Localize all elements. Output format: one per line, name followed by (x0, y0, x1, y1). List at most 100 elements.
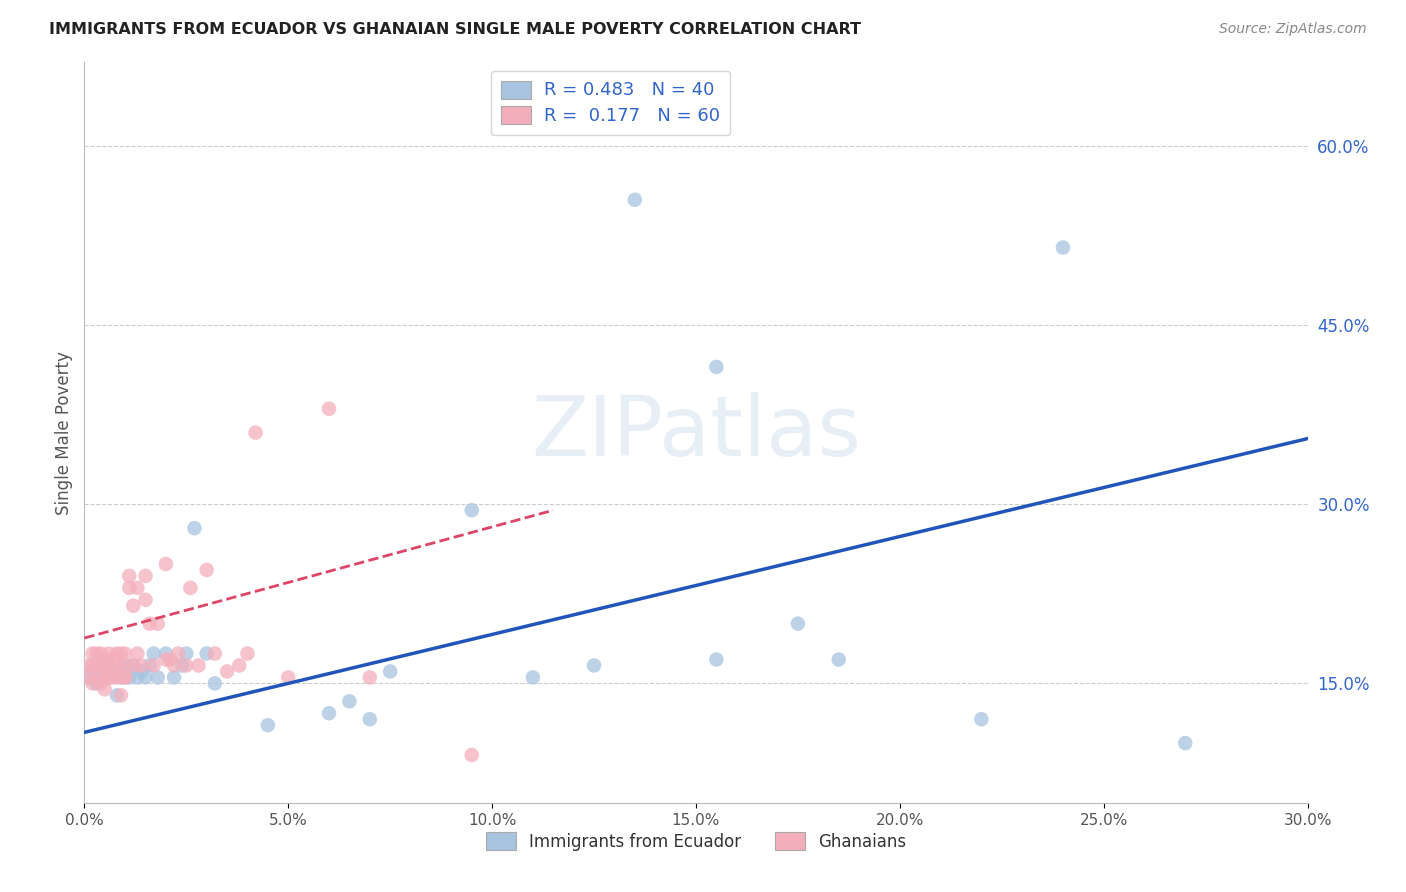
Point (135, 670, 157, 684)
Point (163, 658, 186, 673)
Point (236, 647, 259, 661)
Point (142, 647, 165, 661)
Point (127, 581, 149, 595)
Point (135, 592, 157, 607)
Point (105, 670, 128, 684)
Point (105, 647, 128, 661)
Point (257, 718, 280, 732)
Point (183, 521, 205, 535)
Point (122, 658, 145, 673)
Point (127, 647, 149, 661)
Point (172, 658, 194, 673)
Point (86, 670, 108, 684)
Point (174, 658, 197, 673)
Point (787, 616, 810, 631)
Point (82, 658, 104, 673)
Point (110, 670, 132, 684)
Point (118, 581, 141, 595)
Point (187, 658, 209, 673)
Point (195, 647, 218, 661)
Point (118, 569, 141, 583)
Point (93, 658, 115, 673)
Point (105, 689, 128, 703)
Point (93, 652, 115, 666)
Point (970, 712, 993, 726)
Point (127, 670, 149, 684)
Point (155, 652, 177, 666)
Point (82, 676, 104, 690)
Point (146, 616, 169, 631)
Point (163, 670, 186, 684)
Point (101, 652, 124, 666)
Point (114, 670, 136, 684)
Point (90, 676, 112, 690)
Point (77, 658, 100, 673)
Point (110, 689, 132, 703)
Point (217, 665, 239, 679)
Point (522, 670, 544, 684)
Point (318, 706, 340, 721)
Point (828, 652, 851, 666)
Point (105, 658, 128, 673)
Point (461, 503, 484, 517)
Point (114, 670, 136, 684)
Legend: Immigrants from Ecuador, Ghanaians: Immigrants from Ecuador, Ghanaians (479, 825, 912, 857)
Point (706, 652, 728, 666)
Point (90, 670, 112, 684)
Point (77, 670, 100, 684)
Point (155, 647, 177, 661)
Point (86, 647, 108, 661)
Point (179, 581, 201, 595)
Point (1174, 736, 1197, 750)
Point (245, 425, 267, 440)
Point (138, 616, 160, 631)
Point (101, 665, 124, 679)
Point (82, 665, 104, 679)
Point (114, 658, 136, 673)
Point (93, 670, 115, 684)
Point (204, 676, 226, 690)
Point (380, 665, 402, 679)
Point (706, 359, 728, 374)
Point (122, 599, 145, 613)
Point (122, 658, 145, 673)
Point (90, 647, 112, 661)
Point (93, 670, 115, 684)
Y-axis label: Single Male Poverty: Single Male Poverty (55, 351, 73, 515)
Point (90, 658, 112, 673)
Point (461, 747, 484, 762)
Point (155, 557, 177, 571)
Point (82, 647, 104, 661)
Point (90, 658, 112, 673)
Point (204, 647, 226, 661)
Point (174, 647, 197, 661)
Point (114, 647, 136, 661)
Point (114, 658, 136, 673)
Point (97, 647, 120, 661)
Point (135, 569, 157, 583)
Text: Source: ZipAtlas.com: Source: ZipAtlas.com (1219, 22, 1367, 37)
Point (195, 563, 218, 577)
Point (118, 670, 141, 684)
Point (228, 658, 250, 673)
Point (159, 652, 181, 666)
Point (97, 670, 120, 684)
Point (339, 694, 361, 708)
Point (1052, 240, 1074, 254)
Point (583, 658, 606, 673)
Point (101, 670, 124, 684)
Point (167, 647, 190, 661)
Point (624, 193, 647, 207)
Text: IMMIGRANTS FROM ECUADOR VS GHANAIAN SINGLE MALE POVERTY CORRELATION CHART: IMMIGRANTS FROM ECUADOR VS GHANAIAN SING… (49, 22, 862, 37)
Point (93, 665, 115, 679)
Point (86, 658, 108, 673)
Point (97, 658, 120, 673)
Point (138, 658, 160, 673)
Point (101, 665, 124, 679)
Point (277, 670, 299, 684)
Text: ZIPatlas: ZIPatlas (531, 392, 860, 473)
Point (318, 401, 340, 416)
Point (131, 658, 153, 673)
Point (146, 670, 169, 684)
Point (77, 670, 100, 684)
